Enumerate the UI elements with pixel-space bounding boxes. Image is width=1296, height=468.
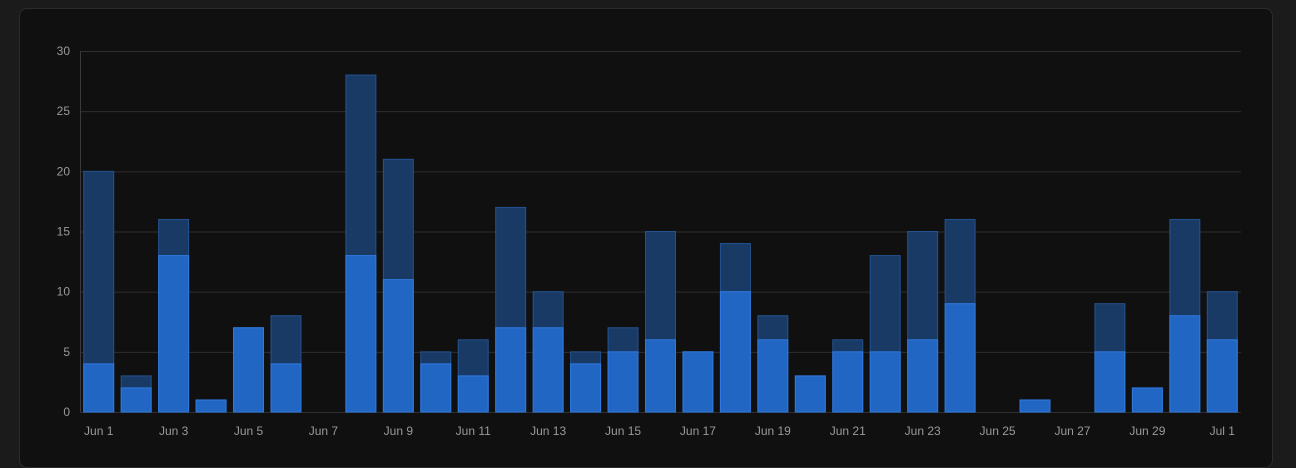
- bar-part-jun-29[interactable]: [1131, 387, 1163, 413]
- chart-panel: 0 5 10 15 20 25 30 Jun 1 Jun 3 Jun 5 Jun 7 Jun 9 Jun…: [19, 8, 1273, 468]
- x-tick-label: Jun 15: [605, 424, 641, 438]
- bar-part-jun-4[interactable]: [195, 399, 227, 413]
- x-tick-label: Jun 11: [456, 424, 491, 438]
- x-tick-label: Jun 7: [309, 424, 339, 438]
- x-tick-label: Jun 5: [234, 424, 264, 438]
- x-tick-label: Jun 3: [159, 424, 189, 438]
- x-tick-label: Jun 27: [1054, 424, 1090, 438]
- y-tick-label: 30: [57, 44, 71, 58]
- x-tick-label: Jun 29: [1129, 424, 1165, 438]
- bar-part-jul-1[interactable]: [1206, 339, 1238, 413]
- x-tick-label: Jun 25: [980, 424, 1016, 438]
- y-tick-label: 0: [63, 405, 70, 419]
- x-tick-label: Jun 21: [830, 424, 866, 438]
- bar-part-jun-2[interactable]: [120, 387, 152, 413]
- x-tick-label: Jul 1: [1210, 424, 1236, 438]
- bar-part-jun-10[interactable]: [420, 363, 452, 413]
- bar-part-jun-17[interactable]: [682, 351, 714, 413]
- bar-part-jun-30[interactable]: [1169, 315, 1201, 413]
- y-tick-label: 15: [57, 225, 71, 239]
- bar-part-jun-26[interactable]: [1019, 399, 1051, 413]
- bar-part-jun-24[interactable]: [944, 303, 976, 413]
- x-tick-label: Jun 13: [530, 424, 566, 438]
- bar-chart: 0 5 10 15 20 25 30 Jun 1 Jun 3 Jun 5 Jun 7 Jun 9 Jun…: [57, 44, 1241, 438]
- bar-part-jun-14[interactable]: [570, 363, 602, 413]
- bar-part-jun-22[interactable]: [869, 351, 901, 413]
- bar-part-jun-19[interactable]: [757, 339, 789, 413]
- x-tick-label: Jun 19: [755, 424, 791, 438]
- x-tick-label: Jun 23: [905, 424, 941, 438]
- bar-part-jun-13[interactable]: [532, 327, 564, 413]
- y-tick-label: 10: [57, 285, 71, 299]
- bar-part-jun-11[interactable]: [457, 375, 489, 413]
- bar-part-jun-18[interactable]: [719, 291, 751, 413]
- bar-part-jun-28[interactable]: [1094, 351, 1126, 413]
- y-tick-label: 20: [57, 164, 71, 178]
- bar-part-jun-16[interactable]: [645, 339, 676, 413]
- bar-part-jun-6[interactable]: [270, 363, 302, 413]
- bar-part-jun-8[interactable]: [345, 255, 377, 413]
- bar-part-jun-12[interactable]: [495, 327, 527, 413]
- y-tick-label: 25: [57, 104, 71, 118]
- x-tick-label: Jun 17: [680, 424, 716, 438]
- bar-part-jun-15[interactable]: [607, 351, 639, 413]
- x-tick-label: Jun 1: [84, 424, 114, 438]
- y-tick-label: 5: [63, 345, 70, 359]
- bar-part-jun-23[interactable]: [907, 339, 939, 413]
- x-tick-label: Jun 9: [384, 424, 414, 438]
- bar-part-jun-21[interactable]: [832, 351, 864, 413]
- bar-part-jun-1[interactable]: [83, 363, 115, 413]
- bar-part-jun-9[interactable]: [382, 279, 414, 413]
- bar-part-jun-3[interactable]: [158, 255, 190, 413]
- bar-part-jun-5[interactable]: [233, 327, 265, 413]
- bar-part-jun-20[interactable]: [794, 375, 826, 413]
